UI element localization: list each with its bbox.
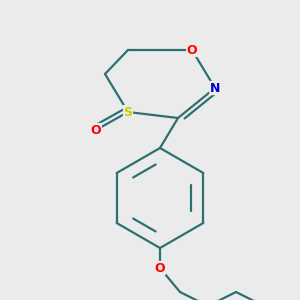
- Text: S: S: [124, 106, 133, 118]
- Text: O: O: [155, 262, 165, 275]
- Text: O: O: [91, 124, 101, 136]
- Text: N: N: [210, 82, 220, 94]
- Text: O: O: [187, 44, 197, 56]
